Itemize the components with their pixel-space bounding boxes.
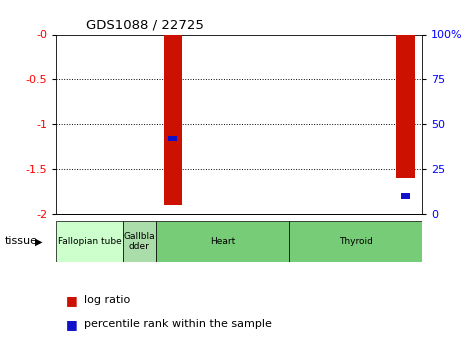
Text: Fallopian tube: Fallopian tube [58,237,121,246]
Text: ▶: ▶ [35,237,42,246]
Text: percentile rank within the sample: percentile rank within the sample [84,319,272,329]
Bar [123,221,156,262]
Bar [168,136,177,141]
Bar [401,193,410,199]
Bar [164,34,182,205]
Bar [289,221,422,262]
Text: log ratio: log ratio [84,295,131,305]
Bar [56,221,123,262]
Text: Gallbla
dder: Gallbla dder [124,232,155,251]
Text: tissue: tissue [5,237,38,246]
Text: Heart: Heart [210,237,235,246]
Text: ■: ■ [66,318,77,331]
Text: GDS1088 / 22725: GDS1088 / 22725 [85,19,204,32]
Bar [396,34,415,178]
Text: Thyroid: Thyroid [339,237,372,246]
Bar [156,221,289,262]
Text: ■: ■ [66,294,77,307]
